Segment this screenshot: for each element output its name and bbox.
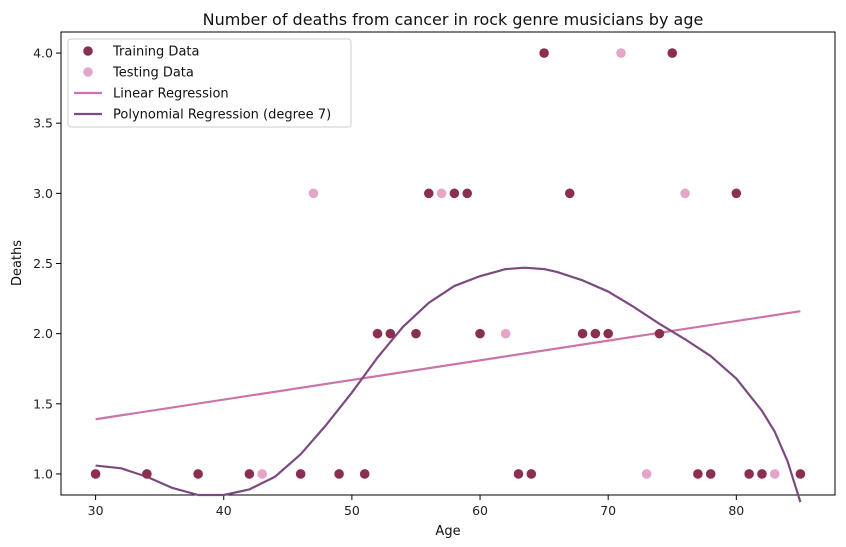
data-point-0: [411, 328, 421, 339]
data-point-1: [257, 469, 267, 479]
data-point-0: [667, 48, 678, 58]
x-tick-label: 80: [728, 503, 744, 518]
legend-marker-swatch: [83, 67, 93, 77]
x-tick-label: 60: [472, 503, 488, 518]
x-tick-label: 70: [600, 503, 616, 518]
data-point-0: [449, 188, 460, 199]
data-point-0: [334, 469, 344, 479]
data-points: [90, 48, 806, 479]
y-tick-label: 2.5: [33, 256, 53, 271]
data-point-0: [577, 328, 588, 339]
legend-entry-label: Training Data: [112, 45, 199, 60]
data-point-0: [193, 469, 203, 479]
data-point-0: [693, 469, 703, 479]
y-tick-label: 1.0: [33, 466, 53, 481]
y-tick-label: 4.0: [33, 46, 53, 61]
data-point-0: [526, 469, 537, 479]
legend-entry-label: Linear Regression: [113, 87, 229, 102]
data-point-0: [372, 328, 383, 339]
data-point-0: [564, 188, 575, 199]
data-point-0: [654, 328, 665, 339]
data-point-0: [757, 469, 767, 479]
data-point-1: [308, 188, 319, 199]
data-point-1: [616, 48, 626, 58]
data-point-0: [590, 328, 601, 339]
series-line-2: [95, 310, 801, 421]
chart-title: Number of deaths from cancer in rock gen…: [203, 10, 704, 29]
y-tick-label: 1.5: [33, 396, 53, 411]
data-point-0: [244, 469, 255, 479]
data-point-0: [731, 188, 742, 199]
data-point-0: [385, 328, 396, 339]
series-line-3: [95, 266, 802, 503]
regression-lines: [95, 266, 802, 503]
legend-box: [67, 38, 352, 128]
data-point-0: [705, 469, 716, 479]
data-point-0: [90, 469, 101, 479]
data-point-0: [795, 469, 806, 479]
y-axis: 1.0 1.5 2.0 2.5 3.0 3.5 4.0: [33, 46, 61, 481]
data-point-0: [744, 469, 754, 479]
data-point-1: [680, 188, 690, 199]
legend-entry-label: Testing Data: [112, 66, 194, 81]
data-point-0: [539, 48, 549, 58]
data-point-0: [359, 469, 370, 479]
data-point-0: [603, 328, 613, 339]
data-point-0: [475, 328, 485, 339]
data-point-0: [462, 188, 473, 199]
data-point-0: [513, 469, 524, 479]
legend-marker-swatch: [83, 46, 93, 56]
x-axis-label: Age: [435, 524, 460, 539]
data-point-1: [769, 469, 780, 479]
x-tick-label: 30: [88, 503, 104, 518]
legend: Training Data Testing Data Linear Regressi…: [67, 38, 352, 128]
legend-entry-label: Polynomial Regression (degree 7): [113, 108, 331, 123]
y-tick-label: 3.0: [33, 186, 53, 201]
y-tick-label: 2.0: [33, 326, 53, 341]
x-axis: 30 40 50 60 70 80: [88, 495, 744, 518]
x-tick-label: 50: [344, 503, 360, 518]
data-point-0: [423, 188, 434, 199]
x-tick-label: 40: [216, 503, 232, 518]
data-point-1: [436, 188, 447, 199]
data-point-1: [641, 469, 652, 479]
data-point-0: [295, 469, 306, 479]
y-axis-label: Deaths: [10, 240, 25, 286]
data-point-1: [500, 328, 511, 339]
data-point-0: [142, 469, 152, 479]
y-tick-label: 3.5: [33, 116, 53, 131]
